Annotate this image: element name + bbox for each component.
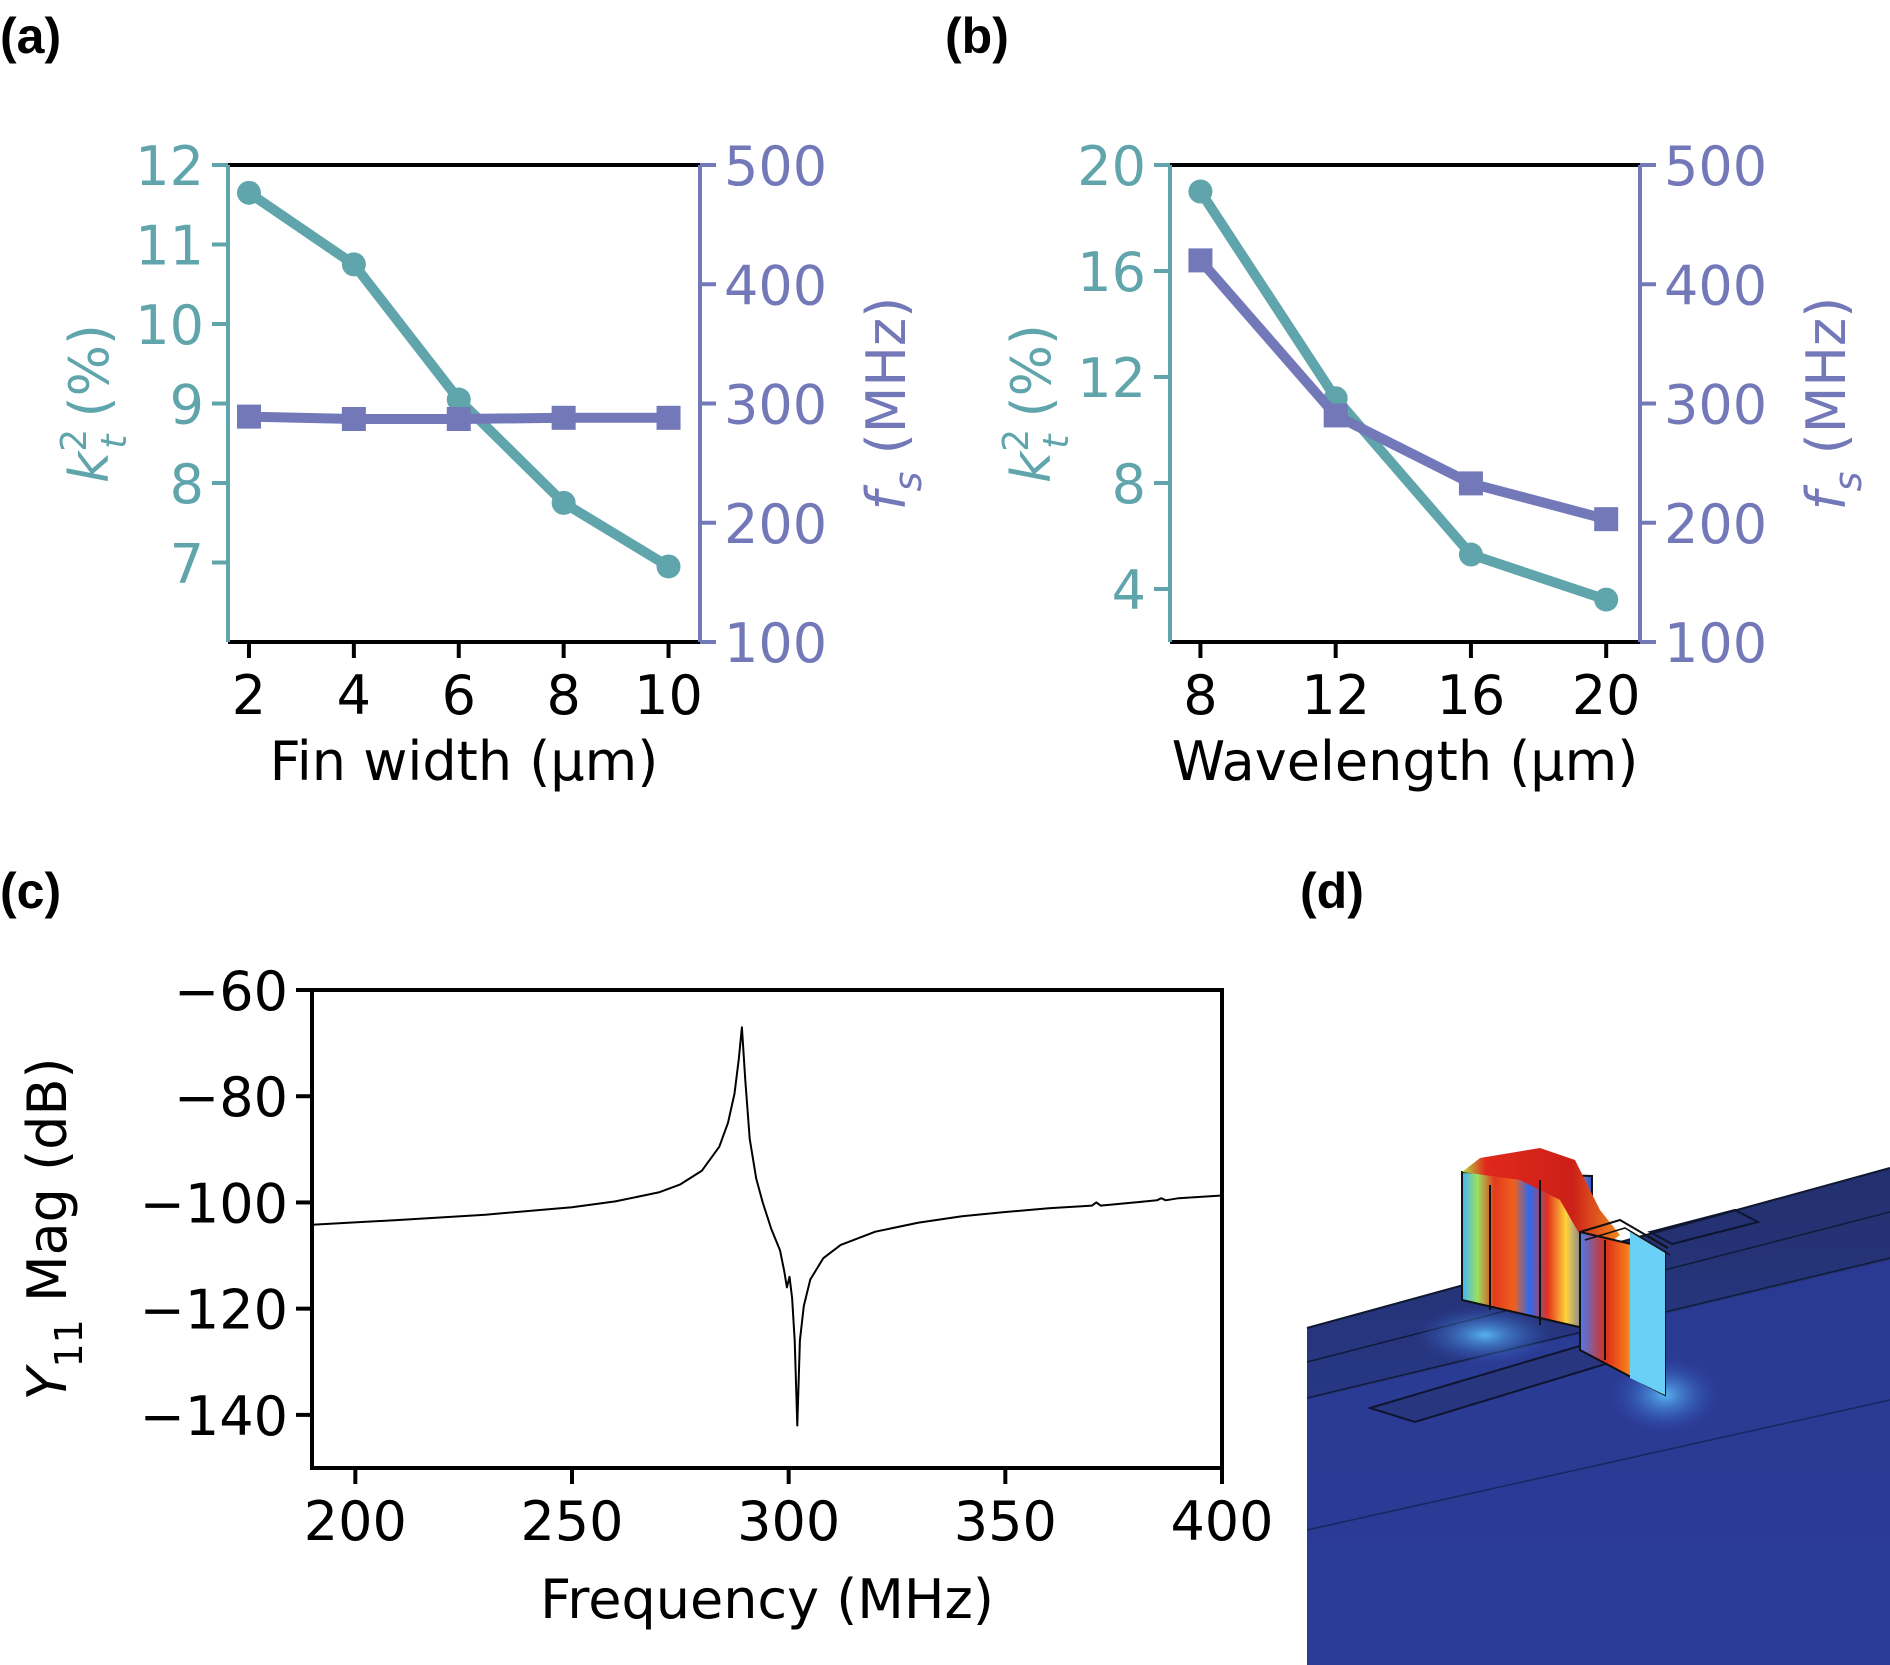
fs-marker — [446, 407, 471, 432]
fs-marker — [1188, 248, 1213, 273]
y-tick-label: −80 — [174, 1066, 288, 1129]
right-y-axis-label: fs (MHz) — [1795, 297, 1870, 511]
chart-a-fin-width: 2 4 6 8 10 7 8 9 10 11 12 100 200 300 400 500 Fin width … — [54, 135, 930, 793]
kt2-marker — [236, 180, 261, 205]
kt2-series-line — [1196, 188, 1608, 605]
fs-marker — [656, 405, 681, 430]
x-tick-label: 350 — [954, 1490, 1057, 1553]
x-tick-label: 8 — [546, 664, 580, 727]
left-y-tick-label: 10 — [135, 294, 204, 357]
right-y-axis-label: fs (MHz) — [855, 297, 930, 511]
panel-label-c: (c) — [0, 863, 61, 919]
x-axis-label: Fin width (μm) — [270, 730, 659, 793]
left-y-tick-label: 12 — [1077, 347, 1146, 410]
kt2-marker — [1594, 587, 1619, 612]
x-tick-label: 8 — [1183, 664, 1217, 727]
y-tick-label: −60 — [174, 960, 288, 1023]
mode-shape-render — [1306, 1148, 1890, 1665]
kt2-marker — [551, 490, 576, 515]
right-y-tick-label: 200 — [724, 493, 827, 556]
chart-b-wavelength: 8 12 16 2048121620100200300400500Wavelength… — [996, 135, 1870, 793]
y-tick-label: −100 — [140, 1172, 288, 1235]
right-y-tick-label: 500 — [724, 135, 827, 198]
x-tick-label: 250 — [520, 1490, 623, 1553]
x-tick-label: 20 — [1572, 664, 1641, 727]
y-tick-label: −120 — [140, 1279, 288, 1342]
x-tick-label: 4 — [337, 664, 371, 727]
kt2-marker — [1188, 179, 1213, 204]
fin-side — [1630, 1232, 1665, 1395]
left-y-tick-label: 12 — [135, 135, 204, 198]
chart-c-admittance: 200 250 300 350 400 −60 −80 −100 −120 −140 Frequen… — [16, 960, 1274, 1631]
left-y-tick-label: 7 — [170, 533, 204, 596]
left-y-tick-label: 16 — [1077, 241, 1146, 304]
fin-top — [1462, 1148, 1620, 1256]
y11-magnitude-line — [311, 1026, 1223, 1427]
x-tick-label: 16 — [1437, 664, 1506, 727]
left-y-tick-label: 11 — [135, 215, 204, 278]
left-y-tick-label: 9 — [170, 374, 204, 437]
right-y-tick-label: 300 — [724, 374, 827, 437]
x-tick-label: 6 — [442, 664, 476, 727]
right-y-tick-label: 500 — [1664, 135, 1767, 198]
right-y-tick-label: 400 — [724, 254, 827, 317]
kt2-marker — [656, 554, 681, 579]
right-y-tick-label: 400 — [1664, 254, 1767, 317]
x-tick-label: 12 — [1301, 664, 1370, 727]
x-tick-label: 10 — [634, 664, 703, 727]
right-y-tick-label: 100 — [724, 612, 827, 675]
fs-marker — [1323, 403, 1348, 428]
left-y-tick-label: 4 — [1112, 559, 1146, 622]
y-axis-label: Y11 Mag (dB) — [16, 1057, 91, 1400]
kt2-marker — [446, 387, 471, 412]
panel-label-b: (b) — [945, 8, 1009, 64]
y-tick-label: −140 — [140, 1385, 288, 1448]
plot-frame — [310, 988, 1224, 1470]
x-axis-label: Frequency (MHz) — [540, 1568, 994, 1631]
x-tick-label: 200 — [304, 1490, 407, 1553]
left-y-tick-label: 8 — [1112, 453, 1146, 516]
x-tick-label: 300 — [737, 1490, 840, 1553]
right-y-tick-label: 100 — [1664, 612, 1767, 675]
fs-marker — [341, 407, 366, 432]
panel-label-d: (d) — [1300, 863, 1364, 919]
kt2-marker — [341, 252, 366, 277]
fs-marker — [1458, 471, 1483, 496]
kt2-series-line — [246, 188, 672, 571]
fs-marker — [551, 405, 576, 430]
left-y-tick-label: 20 — [1077, 135, 1146, 198]
x-tick-label: 2 — [232, 664, 266, 727]
x-axis-label: Wavelength (μm) — [1172, 730, 1639, 793]
panel-label-a: (a) — [0, 8, 61, 64]
left-y-axis-label: k2t (%) — [54, 324, 135, 483]
fs-series-line — [1196, 257, 1608, 525]
fs-marker — [236, 404, 261, 429]
left-y-axis-label: k2t (%) — [996, 324, 1077, 483]
fs-marker — [1594, 507, 1619, 532]
left-y-tick-label: 8 — [170, 453, 204, 516]
x-tick-label: 400 — [1170, 1490, 1273, 1553]
right-y-tick-label: 300 — [1664, 374, 1767, 437]
kt2-marker — [1458, 542, 1483, 567]
right-y-tick-label: 200 — [1664, 493, 1767, 556]
